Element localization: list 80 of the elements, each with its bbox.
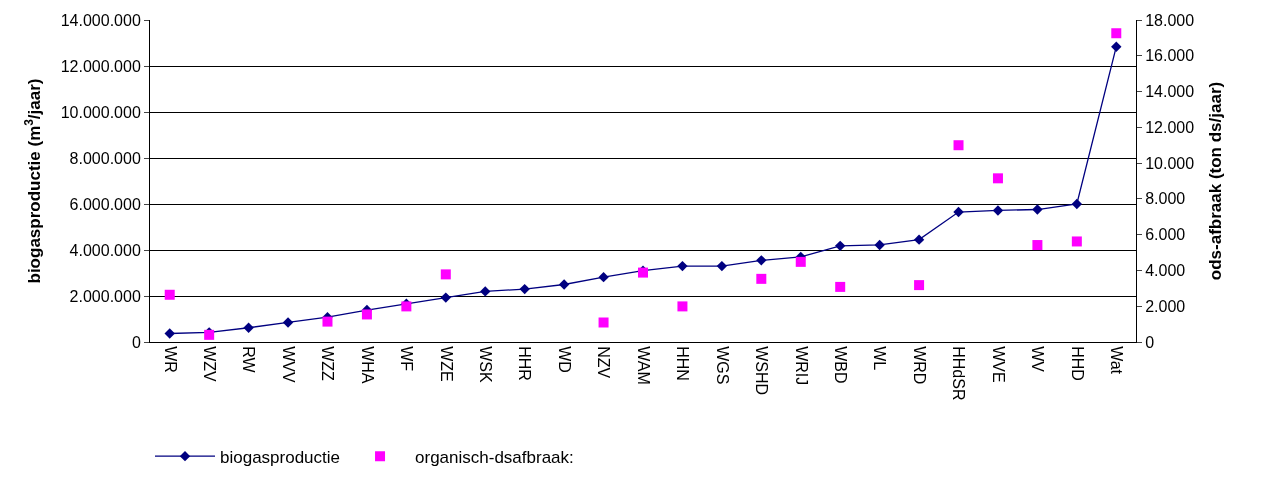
x-tick-label: Wat bbox=[1108, 346, 1126, 375]
y-tick-label: 12.000.000 bbox=[60, 57, 141, 75]
x-tick-label: NZV bbox=[595, 346, 613, 379]
y2-tick-label: 12.000 bbox=[1145, 118, 1195, 136]
point bbox=[716, 260, 728, 272]
point bbox=[913, 234, 925, 245]
point bbox=[835, 281, 846, 292]
y-tick-label: 2.000.000 bbox=[69, 287, 141, 305]
point bbox=[795, 256, 806, 267]
x-tick-label: WSHD bbox=[753, 346, 771, 396]
x-tick-label: WHA bbox=[358, 346, 376, 384]
point bbox=[282, 317, 294, 328]
x-tick-label: HHN bbox=[674, 346, 692, 381]
y2-tick-label: 16.000 bbox=[1145, 47, 1195, 65]
point bbox=[598, 271, 609, 283]
point bbox=[756, 273, 767, 284]
x-tick-label: WV bbox=[1029, 346, 1047, 373]
point bbox=[953, 140, 964, 151]
x-tick-label: WZV bbox=[200, 346, 218, 383]
y-tick-label: 14.000.000 bbox=[60, 11, 141, 29]
point bbox=[677, 301, 688, 312]
y2-tick-label: 2.000 bbox=[1145, 297, 1186, 315]
x-tick-label: WRD bbox=[910, 346, 928, 385]
point bbox=[1071, 198, 1083, 210]
point bbox=[322, 316, 333, 327]
x-tick-label: WBD bbox=[832, 346, 849, 384]
x-tick-label: WAM bbox=[634, 346, 652, 385]
y-tick-label: 4.000.000 bbox=[69, 241, 141, 259]
x-tick-label: WF bbox=[398, 346, 416, 372]
point bbox=[756, 255, 767, 266]
x-tick-label: WZE bbox=[437, 346, 455, 382]
point bbox=[914, 280, 925, 291]
point bbox=[440, 269, 451, 280]
point bbox=[953, 206, 964, 218]
point bbox=[992, 205, 1004, 216]
x-tick-label: RW bbox=[240, 346, 258, 374]
y-tick-label: 6.000.000 bbox=[69, 195, 141, 213]
x-tick-label: WR bbox=[161, 346, 179, 373]
y2-tick-label: 14.000 bbox=[1145, 83, 1195, 101]
y2-tick-label: 8.000 bbox=[1145, 190, 1186, 208]
x-tick-label: WVV bbox=[279, 346, 297, 383]
point bbox=[1032, 204, 1043, 215]
point bbox=[874, 239, 885, 251]
point bbox=[243, 322, 254, 333]
x-tick-label: WSK bbox=[477, 346, 495, 383]
point bbox=[164, 328, 175, 339]
legend-label: organisch-dsafbraak: bbox=[415, 447, 574, 467]
point bbox=[1111, 28, 1122, 39]
x-tick-label: WD bbox=[555, 346, 573, 373]
point bbox=[519, 283, 530, 295]
y-tick-label: 8.000.000 bbox=[69, 149, 141, 167]
legend-label: biogasproductie bbox=[220, 447, 341, 467]
point bbox=[598, 317, 609, 328]
y2-tick-label: 0 bbox=[1145, 333, 1155, 351]
y-tick-label: 10.000.000 bbox=[60, 103, 141, 121]
point bbox=[558, 279, 570, 290]
y2-tick-label: 18.000 bbox=[1145, 11, 1195, 29]
point bbox=[1111, 41, 1122, 52]
x-tick-label: WGS bbox=[713, 346, 731, 385]
y2-axis-title: ods-afbraak (ton ds/jaar) bbox=[1205, 81, 1225, 281]
x-tick-label: WZZ bbox=[319, 346, 337, 382]
y2-tick-label: 4.000 bbox=[1145, 262, 1186, 280]
x-tick-label: HHD bbox=[1068, 346, 1086, 381]
point bbox=[992, 173, 1003, 184]
point bbox=[677, 260, 688, 272]
y2-tick-label: 6.000 bbox=[1145, 226, 1186, 244]
point bbox=[440, 292, 451, 303]
x-tick-label: HHdSR bbox=[950, 346, 968, 401]
y-tick-label: 0 bbox=[131, 333, 141, 351]
x-tick-label: WL bbox=[871, 346, 889, 371]
point bbox=[480, 286, 491, 297]
point bbox=[835, 240, 846, 252]
x-tick-label: WVE bbox=[989, 346, 1007, 383]
y2-tick-label: 10.000 bbox=[1145, 154, 1195, 172]
point bbox=[1032, 240, 1043, 251]
point bbox=[164, 289, 175, 300]
point bbox=[1071, 236, 1082, 247]
x-tick-label: HHR bbox=[516, 346, 534, 381]
point bbox=[361, 309, 372, 320]
x-tick-label: WRIJ bbox=[792, 346, 810, 386]
